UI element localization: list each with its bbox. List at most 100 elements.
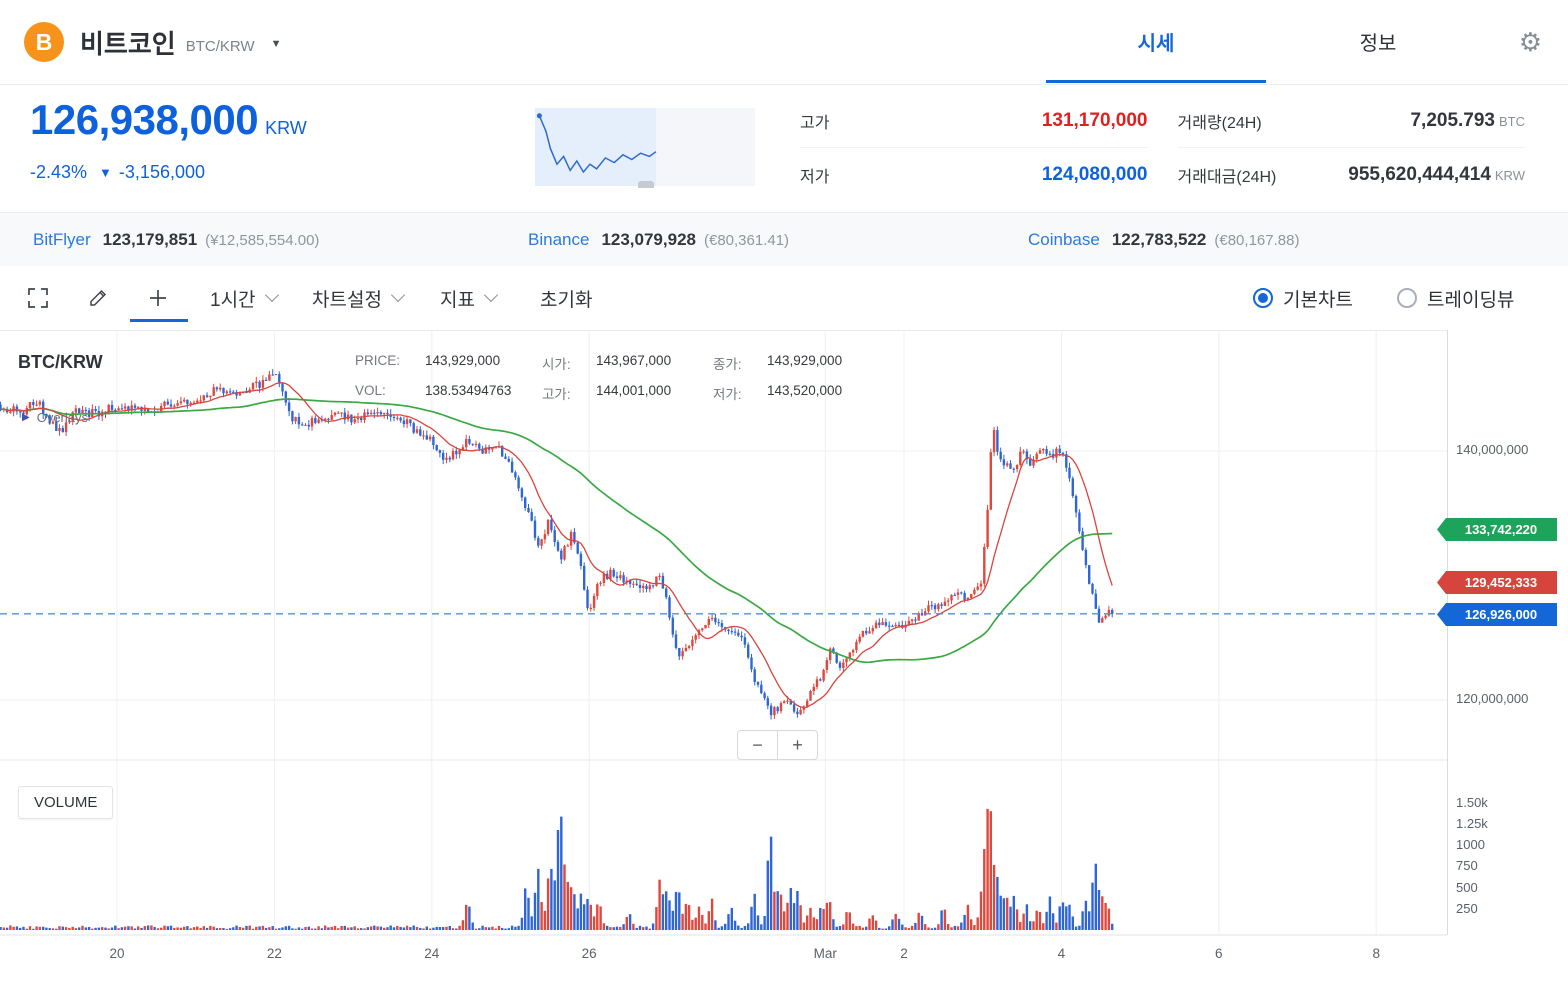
tradingview-label: 트레이딩뷰 bbox=[1427, 289, 1515, 311]
volume24-number: 7,205.793 bbox=[1410, 109, 1495, 131]
change-percent: -2.43% bbox=[30, 162, 88, 182]
binance-link[interactable]: Binance bbox=[528, 230, 590, 249]
chevron-down-icon bbox=[264, 287, 279, 303]
mini-sparkline-chart bbox=[535, 108, 755, 188]
svg-text:24: 24 bbox=[424, 946, 440, 961]
bitflyer-price: 123,179,851 bbox=[102, 230, 198, 249]
binance-price: 123,079,928 bbox=[601, 230, 696, 249]
coin-dropdown-icon[interactable]: ▼ bbox=[270, 38, 282, 50]
draw-pencil-icon[interactable] bbox=[84, 284, 112, 312]
info-close-value: 143,929,000 bbox=[767, 353, 843, 368]
chart-toolbar bbox=[0, 266, 1568, 331]
price-badge: 133,742,220 bbox=[1437, 518, 1557, 541]
fullscreen-icon[interactable] bbox=[24, 284, 52, 312]
sparkline-handle[interactable] bbox=[638, 181, 655, 188]
info-high-value: 144,001,000 bbox=[596, 383, 672, 398]
sparkline-range-shade bbox=[535, 108, 656, 186]
header: B 비트코인 BTC/KRW ▼ 시세 정보 ⚙ bbox=[0, 0, 1568, 85]
radio-selected-icon bbox=[1253, 288, 1273, 308]
volume-axis-label: 250 bbox=[1456, 901, 1478, 916]
volume-axis-label: 1000 bbox=[1456, 837, 1485, 852]
volume-axis-label: 750 bbox=[1456, 858, 1478, 873]
price-axis-label: 140,000,000 bbox=[1456, 442, 1529, 457]
low-value: 124,080,000 bbox=[1041, 163, 1148, 185]
overlays-arrow-icon: ▶ bbox=[22, 412, 30, 423]
chevron-down-icon bbox=[390, 287, 405, 303]
overlays-label: Overlays bbox=[36, 410, 88, 425]
ohlc-info: PRICE: 143,929,000 시가: 143,967,000 종가: 1… bbox=[355, 353, 872, 403]
volume24-label: 거래량(24H) bbox=[1177, 114, 1262, 132]
chart-pair-label: BTC/KRW bbox=[18, 352, 103, 372]
volume24-value: 7,205.793 BTC bbox=[1410, 110, 1525, 132]
info-close-label: 종가: bbox=[713, 357, 742, 372]
tab-quotes[interactable]: 시세 bbox=[1046, 0, 1266, 83]
coinbase-link[interactable]: Coinbase bbox=[1028, 230, 1100, 249]
chart-toolbar-texts: 1시간 차트설정 지표 초기화 기본차트 트레이딩뷰 bbox=[0, 266, 1568, 330]
volume-axis-label: 1.25k bbox=[1456, 816, 1488, 831]
current-price: 126,938,000 KRW bbox=[30, 96, 307, 144]
coinbase-converted: (€80,167.88) bbox=[1214, 231, 1300, 249]
down-arrow-icon: ▼ bbox=[99, 165, 112, 180]
zoom-in-button[interactable]: + bbox=[777, 730, 818, 760]
exchange-compare-bar: BitFlyer 123,179,851 (¥12,585,554.00) Bi… bbox=[0, 212, 1568, 268]
chart-settings-label: 차트설정 bbox=[312, 289, 382, 311]
tab-info[interactable]: 정보 bbox=[1286, 0, 1470, 83]
basic-chart-radio[interactable]: 기본차트 bbox=[1253, 266, 1353, 330]
coin-name: 비트코인 bbox=[80, 28, 176, 59]
candlestick-chart[interactable]: 20 22 24 26 Mar 2 4 6 8 bbox=[0, 330, 1447, 970]
bitcoin-logo-icon: B bbox=[24, 22, 64, 62]
info-low-value: 143,520,000 bbox=[767, 383, 843, 398]
overlays-toggle[interactable]: ▶ Overlays bbox=[22, 410, 88, 425]
active-tab-indicator bbox=[1046, 80, 1266, 83]
pair-code: BTC/KRW bbox=[185, 37, 255, 55]
info-vol-label: VOL: bbox=[355, 383, 386, 398]
reset-button[interactable]: 초기화 bbox=[540, 266, 592, 330]
volume-axis-label: 500 bbox=[1456, 880, 1478, 895]
chevron-down-icon bbox=[483, 287, 499, 303]
indicators-label: 지표 bbox=[440, 289, 475, 311]
coin-title: 비트코인 BTC/KRW ▼ bbox=[80, 0, 281, 84]
exchange-coinbase: Coinbase 122,783,522 (€80,167.88) bbox=[1028, 213, 1299, 267]
interval-dropdown[interactable]: 1시간 bbox=[210, 266, 279, 330]
price-axis-label: 120,000,000 bbox=[1456, 691, 1529, 706]
tab-info-label: 정보 bbox=[1359, 33, 1397, 55]
info-price-value: 143,929,000 bbox=[425, 353, 501, 368]
svg-text:22: 22 bbox=[267, 946, 282, 961]
radio-unselected-icon bbox=[1397, 288, 1417, 308]
stat-turnover: 거래대금(24H) 955,620,444,414 KRW bbox=[1178, 148, 1526, 201]
svg-text:8: 8 bbox=[1372, 946, 1380, 961]
price-value: 126,938,000 bbox=[30, 96, 259, 143]
tab-quotes-label: 시세 bbox=[1137, 33, 1175, 55]
settings-gear-icon[interactable]: ⚙ bbox=[1518, 26, 1542, 57]
stat-low: 저가 124,080,000 bbox=[800, 148, 1148, 201]
sparkline-svg bbox=[536, 113, 657, 174]
coinbase-price: 122,783,522 bbox=[1111, 230, 1207, 249]
active-tool-indicator bbox=[130, 319, 188, 322]
low-label: 저가 bbox=[800, 168, 830, 186]
price-currency: KRW bbox=[265, 118, 307, 138]
turnover24-unit: KRW bbox=[1494, 167, 1525, 183]
info-high-label: 고가: bbox=[542, 387, 571, 402]
stat-high: 고가 131,170,000 bbox=[800, 94, 1148, 148]
svg-text:4: 4 bbox=[1058, 946, 1066, 961]
info-price-label: PRICE: bbox=[355, 353, 401, 368]
add-indicator-icon[interactable] bbox=[144, 284, 172, 312]
indicators-dropdown[interactable]: 지표 bbox=[440, 266, 499, 330]
zoom-out-button[interactable]: − bbox=[737, 730, 778, 760]
price-axis[interactable]: 140,000,000 120,000,000 1.50k 1.25k 1000 750 5… bbox=[1437, 330, 1568, 935]
tradingview-radio[interactable]: 트레이딩뷰 bbox=[1397, 266, 1514, 330]
zoom-controls: − + bbox=[737, 730, 818, 760]
svg-text:2: 2 bbox=[900, 946, 908, 961]
basic-chart-label: 기본차트 bbox=[1283, 289, 1353, 311]
volume-pane-label: VOLUME bbox=[18, 786, 114, 819]
price-badge: 129,452,333 bbox=[1437, 571, 1557, 594]
bitflyer-link[interactable]: BitFlyer bbox=[33, 230, 91, 249]
info-low-label: 저가: bbox=[713, 387, 742, 402]
turnover24-number: 955,620,444,414 bbox=[1348, 163, 1491, 185]
chart-settings-dropdown[interactable]: 차트설정 bbox=[312, 266, 405, 330]
high-label: 고가 bbox=[800, 114, 830, 132]
info-vol-value: 138.53494763 bbox=[425, 383, 512, 398]
volume-axis-label: 1.50k bbox=[1456, 795, 1488, 810]
exchange-bitflyer: BitFlyer 123,179,851 (¥12,585,554.00) bbox=[33, 213, 319, 267]
